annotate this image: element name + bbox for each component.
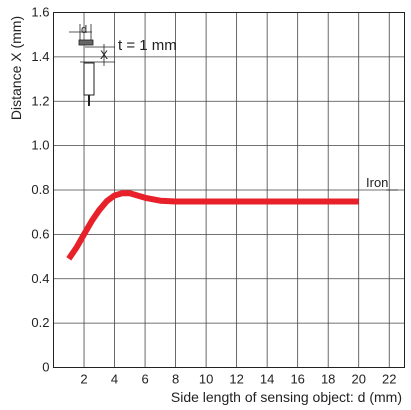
- inset-sensor-body: [83, 62, 95, 96]
- inset-d-label: d: [81, 24, 87, 36]
- inset-x-label: X: [100, 48, 108, 62]
- y-tick-label: 0.4: [31, 271, 49, 286]
- series-line-iron: [66, 190, 359, 261]
- grid: [53, 12, 405, 368]
- x-tick-label: 4: [111, 372, 118, 387]
- x-tick-label: 18: [321, 372, 335, 387]
- y-tick-label: 0.6: [31, 226, 49, 241]
- x-tick-label: 22: [382, 372, 396, 387]
- y-tick-label: 1.4: [31, 49, 49, 64]
- series-layer: [66, 190, 359, 261]
- x-tick-label: 6: [141, 372, 148, 387]
- x-tick-label: 2: [80, 372, 87, 387]
- x-axis-title: Side length of sensing object: d (mm): [171, 389, 402, 405]
- y-tick-label: 1.2: [31, 93, 49, 108]
- y-tick-label: 0.8: [31, 182, 49, 197]
- y-axis-title: Distance X (mm): [8, 16, 24, 120]
- x-tick-label: 20: [351, 372, 365, 387]
- y-tick-label: 1.0: [31, 138, 49, 153]
- plot-frame: [53, 12, 405, 368]
- y-tick-label: 0: [42, 360, 49, 375]
- series-label-iron: Iron: [366, 175, 388, 190]
- x-ticks: 2 4 6 8 10 12 14 16 18 20 22: [80, 372, 396, 387]
- x-tick-label: 10: [199, 372, 213, 387]
- sensor-inset: d X t = 1 mm: [69, 24, 177, 106]
- y-tick-label: 1.6: [31, 5, 49, 20]
- inset-target-plate: [78, 39, 94, 46]
- x-tick-label: 8: [172, 372, 179, 387]
- y-ticks: 0 0.2 0.4 0.6 0.8 1.0 1.2 1.4 1.6: [31, 5, 49, 375]
- y-tick-label: 0.2: [31, 315, 49, 330]
- x-tick-label: 12: [229, 372, 243, 387]
- inset-thickness-label: t = 1 mm: [118, 37, 177, 54]
- x-tick-label: 14: [260, 372, 274, 387]
- x-tick-label: 16: [290, 372, 304, 387]
